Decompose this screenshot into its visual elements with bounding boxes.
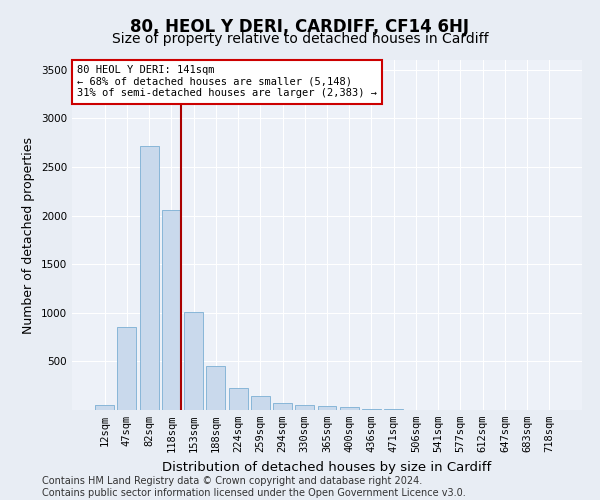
- Bar: [95, 404, 114, 410]
- Text: 80 HEOL Y DERI: 141sqm
← 68% of detached houses are smaller (5,148)
31% of semi-: 80 HEOL Y DERI: 141sqm ← 68% of detached…: [77, 66, 377, 98]
- Y-axis label: Number of detached properties: Number of detached properties: [22, 136, 35, 334]
- Text: Contains HM Land Registry data © Crown copyright and database right 2024.
Contai: Contains HM Land Registry data © Crown c…: [42, 476, 466, 498]
- Bar: [162, 210, 181, 410]
- X-axis label: Distribution of detached houses by size in Cardiff: Distribution of detached houses by size …: [163, 460, 491, 473]
- Bar: [340, 407, 359, 410]
- Bar: [317, 406, 337, 410]
- Bar: [295, 405, 314, 410]
- Bar: [251, 396, 270, 410]
- Bar: [206, 366, 225, 410]
- Bar: [184, 312, 203, 410]
- Bar: [362, 408, 381, 410]
- Bar: [140, 146, 158, 410]
- Text: Size of property relative to detached houses in Cardiff: Size of property relative to detached ho…: [112, 32, 488, 46]
- Bar: [229, 388, 248, 410]
- Bar: [384, 409, 403, 410]
- Bar: [273, 403, 292, 410]
- Bar: [118, 328, 136, 410]
- Text: 80, HEOL Y DERI, CARDIFF, CF14 6HJ: 80, HEOL Y DERI, CARDIFF, CF14 6HJ: [131, 18, 470, 36]
